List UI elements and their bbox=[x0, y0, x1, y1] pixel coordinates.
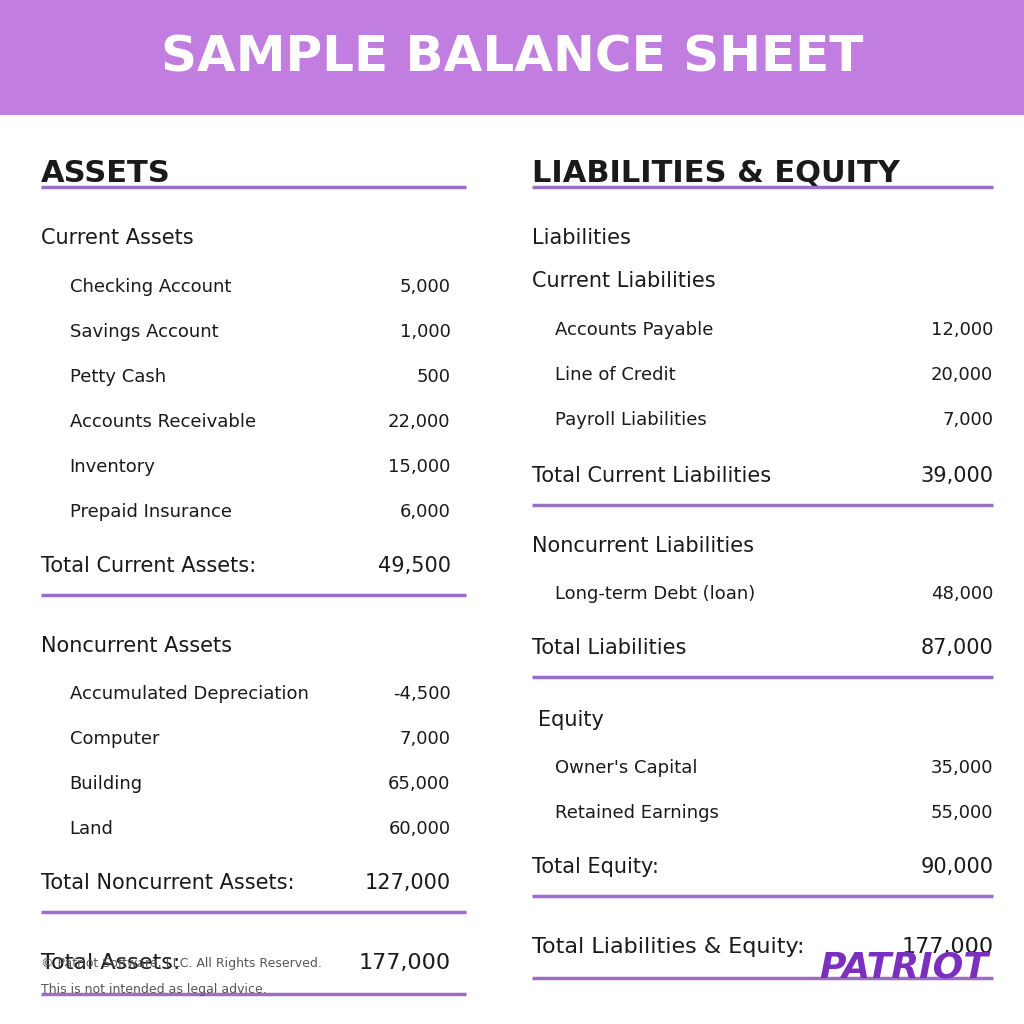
Text: 12,000: 12,000 bbox=[931, 321, 993, 339]
Text: Petty Cash: Petty Cash bbox=[70, 368, 166, 386]
Text: Total Assets:: Total Assets: bbox=[41, 953, 180, 974]
Text: Current Liabilities: Current Liabilities bbox=[532, 271, 716, 292]
Text: 7,000: 7,000 bbox=[399, 730, 451, 749]
Text: Total Noncurrent Assets:: Total Noncurrent Assets: bbox=[41, 873, 295, 894]
Text: © Patriot Software, LLC. All Rights Reserved.: © Patriot Software, LLC. All Rights Rese… bbox=[41, 957, 322, 971]
Text: Equity: Equity bbox=[538, 710, 603, 730]
Text: ASSETS: ASSETS bbox=[41, 159, 171, 187]
Text: 177,000: 177,000 bbox=[901, 937, 993, 957]
Text: Line of Credit: Line of Credit bbox=[555, 366, 676, 384]
Text: 55,000: 55,000 bbox=[931, 804, 993, 822]
Text: Total Liabilities: Total Liabilities bbox=[532, 638, 687, 658]
Text: Noncurrent Assets: Noncurrent Assets bbox=[41, 636, 232, 656]
Text: 48,000: 48,000 bbox=[931, 585, 993, 603]
Text: Prepaid Insurance: Prepaid Insurance bbox=[70, 503, 231, 521]
Text: 177,000: 177,000 bbox=[358, 953, 451, 974]
Text: 87,000: 87,000 bbox=[921, 638, 993, 658]
Text: 6,000: 6,000 bbox=[399, 503, 451, 521]
Text: Total Liabilities & Equity:: Total Liabilities & Equity: bbox=[532, 937, 805, 957]
Text: Computer: Computer bbox=[70, 730, 159, 749]
Text: 65,000: 65,000 bbox=[388, 775, 451, 794]
Text: LIABILITIES & EQUITY: LIABILITIES & EQUITY bbox=[532, 159, 900, 187]
Text: Total Current Liabilities: Total Current Liabilities bbox=[532, 466, 772, 486]
Text: Total Current Assets:: Total Current Assets: bbox=[41, 556, 256, 577]
Text: -4,500: -4,500 bbox=[393, 685, 451, 703]
Text: Liabilities: Liabilities bbox=[532, 228, 632, 249]
Text: Accumulated Depreciation: Accumulated Depreciation bbox=[70, 685, 308, 703]
Text: 20,000: 20,000 bbox=[931, 366, 993, 384]
Text: Owner's Capital: Owner's Capital bbox=[555, 759, 697, 777]
Text: SAMPLE BALANCE SHEET: SAMPLE BALANCE SHEET bbox=[161, 34, 863, 81]
Text: 127,000: 127,000 bbox=[365, 873, 451, 894]
Text: Long-term Debt (loan): Long-term Debt (loan) bbox=[555, 585, 756, 603]
Text: 49,500: 49,500 bbox=[378, 556, 451, 577]
Text: 39,000: 39,000 bbox=[921, 466, 993, 486]
Text: Current Assets: Current Assets bbox=[41, 228, 194, 249]
Text: Building: Building bbox=[70, 775, 142, 794]
Text: PATRIOT: PATRIOT bbox=[819, 950, 988, 984]
Text: Checking Account: Checking Account bbox=[70, 278, 231, 296]
Text: 22,000: 22,000 bbox=[388, 413, 451, 431]
Text: Payroll Liabilities: Payroll Liabilities bbox=[555, 411, 707, 429]
Text: Total Equity:: Total Equity: bbox=[532, 857, 659, 878]
Text: Noncurrent Liabilities: Noncurrent Liabilities bbox=[532, 536, 755, 556]
Text: Inventory: Inventory bbox=[70, 458, 156, 476]
Text: This is not intended as legal advice.: This is not intended as legal advice. bbox=[41, 983, 266, 996]
Text: Retained Earnings: Retained Earnings bbox=[555, 804, 719, 822]
Text: 90,000: 90,000 bbox=[921, 857, 993, 878]
Text: 1,000: 1,000 bbox=[399, 323, 451, 341]
Text: 35,000: 35,000 bbox=[931, 759, 993, 777]
Text: 15,000: 15,000 bbox=[388, 458, 451, 476]
Text: 500: 500 bbox=[417, 368, 451, 386]
Text: Accounts Payable: Accounts Payable bbox=[555, 321, 714, 339]
FancyBboxPatch shape bbox=[0, 0, 1024, 115]
Text: 5,000: 5,000 bbox=[399, 278, 451, 296]
Text: Savings Account: Savings Account bbox=[70, 323, 218, 341]
Text: Accounts Receivable: Accounts Receivable bbox=[70, 413, 256, 431]
Text: 60,000: 60,000 bbox=[388, 820, 451, 839]
Text: 7,000: 7,000 bbox=[942, 411, 993, 429]
Text: Land: Land bbox=[70, 820, 114, 839]
